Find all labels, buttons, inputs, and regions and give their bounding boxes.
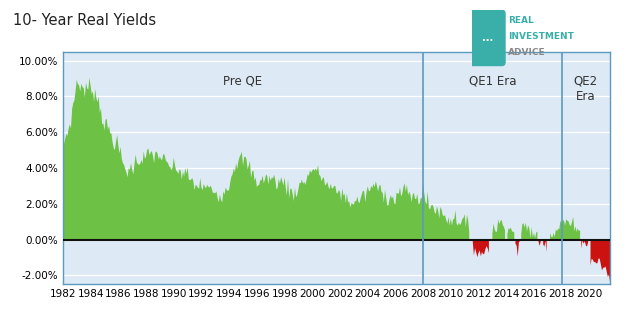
FancyBboxPatch shape: [469, 10, 506, 66]
Text: QE1 Era: QE1 Era: [469, 75, 516, 88]
Text: REAL: REAL: [508, 16, 534, 25]
Text: INVESTMENT: INVESTMENT: [508, 32, 574, 41]
Text: 10- Year Real Yields: 10- Year Real Yields: [13, 13, 156, 28]
Text: QE2
Era: QE2 Era: [574, 75, 598, 103]
Text: ADVICE: ADVICE: [508, 48, 545, 57]
Text: ...: ...: [482, 33, 493, 43]
Text: Pre QE: Pre QE: [223, 75, 262, 88]
